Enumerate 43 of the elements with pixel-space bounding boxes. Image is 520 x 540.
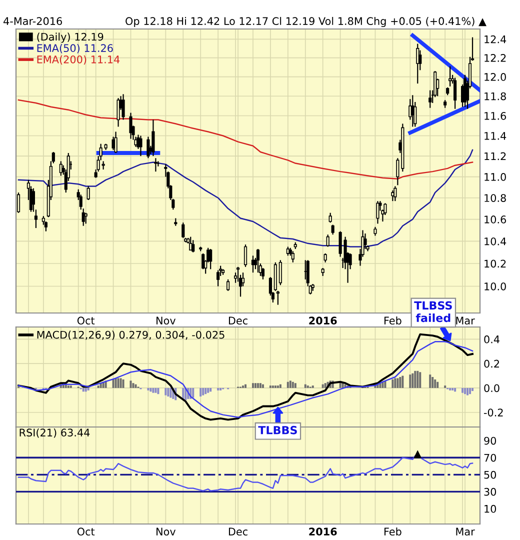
- annotation: TLBSS failed: [414, 301, 452, 322]
- x-tick-label: Dec: [228, 316, 248, 325]
- y-tick-label: 50: [484, 470, 496, 479]
- y-tick-label: 12.0: [484, 73, 506, 81]
- y-tick-label: 11.6: [484, 112, 506, 120]
- chart-title: 4-Mar-2016: [4, 17, 62, 26]
- y-tick-label: 10.2: [484, 260, 506, 268]
- x-tick-label: Oct: [77, 528, 95, 536]
- x-tick-label: Dec: [228, 528, 248, 536]
- x-tick-label: 2016: [309, 528, 337, 536]
- chart-subtitle: Op 12.18 Hi 12.42 Lo 12.17 Cl 12.19 Vol 1.8M Chg +0.05 (+0.41%) ▲: [126, 16, 487, 28]
- x-tick-label: Feb: [384, 316, 402, 325]
- y-tick-label: 10: [484, 504, 496, 513]
- annotation: TLBBS: [258, 426, 297, 434]
- legend-label: EMA(50) 11.26: [37, 44, 113, 54]
- y-tick-label: 0.0: [484, 384, 500, 392]
- y-tick-label: 11.8: [484, 92, 506, 100]
- legend-label: EMA(200) 11.14: [37, 55, 120, 65]
- x-tick-label: Feb: [384, 527, 402, 536]
- y-tick-label: 12.2: [484, 54, 506, 62]
- x-tick-label: Oct: [77, 316, 95, 325]
- x-tick-label: Mar: [456, 316, 475, 325]
- y-tick-label: 10.6: [484, 216, 506, 224]
- legend-label: (Daily) 12.19: [37, 32, 104, 43]
- y-tick-label: 10.8: [484, 194, 506, 202]
- y-tick-label: 11.0: [484, 173, 506, 181]
- legend-label: MACD(12,26,9) 0.279, 0.304, -0.025: [37, 330, 224, 340]
- y-tick-label: 10.0: [484, 282, 506, 290]
- y-tick-label: 10.4: [484, 237, 506, 246]
- y-tick-label: 11.4: [484, 132, 506, 140]
- y-tick-label: 30: [484, 488, 496, 496]
- y-tick-label: 11.2: [484, 152, 506, 160]
- x-tick-label: Mar: [456, 528, 475, 536]
- x-tick-label: Nov: [156, 528, 176, 536]
- y-tick-label: 0.2: [484, 360, 499, 368]
- y-tick-label: 12.4: [484, 35, 506, 44]
- y-tick-label: 70: [484, 454, 496, 462]
- y-tick-label: -0.2: [484, 408, 503, 416]
- y-tick-label: 0.4: [484, 335, 500, 344]
- x-tick-label: Nov: [156, 316, 176, 325]
- x-tick-label: 2016: [309, 316, 337, 325]
- chart-title: RSI(21) 63.44: [20, 428, 90, 438]
- y-tick-label: 90: [484, 436, 496, 445]
